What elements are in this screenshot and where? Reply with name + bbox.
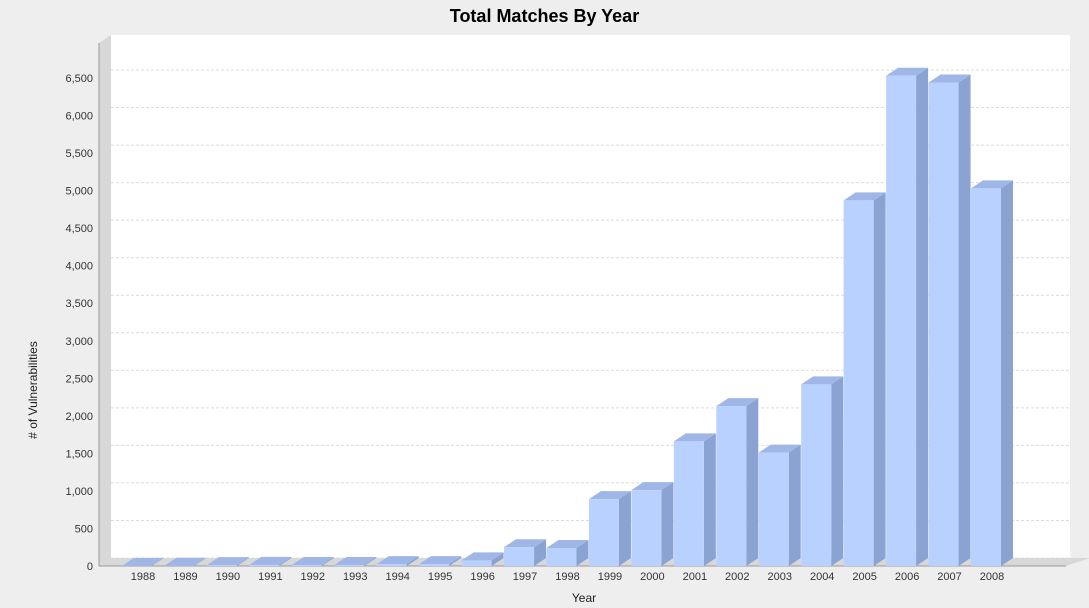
x-tick-label: 1998 bbox=[555, 571, 579, 583]
x-tick-label: 2007 bbox=[937, 571, 961, 583]
bar bbox=[631, 482, 674, 566]
y-tick-label: 3,500 bbox=[65, 298, 93, 310]
x-tick-label: 2008 bbox=[980, 571, 1004, 583]
bar bbox=[419, 556, 462, 566]
bar bbox=[673, 433, 716, 566]
x-tick-label: 2005 bbox=[852, 571, 876, 583]
bar bbox=[843, 192, 886, 567]
bar bbox=[971, 180, 1013, 566]
bars bbox=[122, 67, 1013, 567]
bar bbox=[504, 539, 547, 566]
y-axis-label: # of Vulnerabilities bbox=[26, 341, 40, 439]
y-tick-label: 2,500 bbox=[65, 373, 93, 385]
bar bbox=[164, 557, 207, 566]
x-tick-label: 2006 bbox=[895, 571, 919, 583]
x-tick-label: 1989 bbox=[173, 571, 197, 583]
y-tick-label: 4,500 bbox=[65, 223, 93, 235]
y-tick-label: 6,000 bbox=[65, 111, 93, 123]
y-tick-label: 3,000 bbox=[65, 336, 93, 348]
bar bbox=[758, 444, 801, 566]
bar bbox=[886, 67, 929, 567]
x-tick-label: 1997 bbox=[513, 571, 537, 583]
x-tick-label: 1999 bbox=[598, 571, 622, 583]
bar bbox=[334, 557, 377, 566]
x-tick-label: 2001 bbox=[683, 571, 707, 583]
bar bbox=[249, 556, 292, 566]
bar bbox=[376, 556, 419, 566]
x-tick-label: 2004 bbox=[810, 571, 834, 583]
chart-title: Total Matches By Year bbox=[449, 6, 640, 26]
y-tick-label: 2,000 bbox=[65, 411, 93, 423]
y-axis-ticks: 0 500 1,000 1,500 2,000 2,500 3,000 3,500 4,000 4… bbox=[65, 73, 93, 573]
x-tick-label: 2000 bbox=[640, 571, 664, 583]
y-tick-label: 5,000 bbox=[65, 186, 93, 198]
y-tick-label: 0 bbox=[87, 561, 93, 573]
y-tick-label: 1,000 bbox=[65, 486, 93, 498]
y-tick-label: 4,000 bbox=[65, 261, 93, 273]
x-tick-label: 1990 bbox=[216, 571, 240, 583]
bar bbox=[461, 552, 504, 566]
bar bbox=[588, 491, 631, 566]
x-tick-label: 2002 bbox=[725, 571, 749, 583]
x-tick-label: 1992 bbox=[301, 571, 325, 583]
y-tick-label: 6,500 bbox=[65, 73, 93, 85]
bar bbox=[291, 557, 334, 566]
bar bbox=[928, 74, 971, 567]
bar bbox=[716, 398, 759, 566]
bar bbox=[122, 557, 164, 566]
x-tick-label: 1995 bbox=[428, 571, 452, 583]
bar bbox=[546, 539, 589, 566]
y-tick-label: 5,500 bbox=[65, 148, 93, 160]
bar bbox=[801, 376, 844, 566]
x-axis-label: Year bbox=[572, 591, 596, 605]
bar bbox=[206, 557, 249, 566]
y-tick-label: 1,500 bbox=[65, 448, 93, 460]
x-tick-label: 1991 bbox=[258, 571, 282, 583]
left-wall bbox=[99, 35, 111, 566]
x-tick-label: 1996 bbox=[470, 571, 494, 583]
x-tick-label: 2003 bbox=[768, 571, 792, 583]
x-axis-ticks: 1988 1989 1990 1991 1992 1993 1994 1995 1996 1997… bbox=[131, 571, 1004, 583]
x-tick-label: 1993 bbox=[343, 571, 367, 583]
y-tick-label: 500 bbox=[75, 523, 93, 535]
x-tick-label: 1988 bbox=[131, 571, 155, 583]
x-tick-label: 1994 bbox=[385, 571, 409, 583]
